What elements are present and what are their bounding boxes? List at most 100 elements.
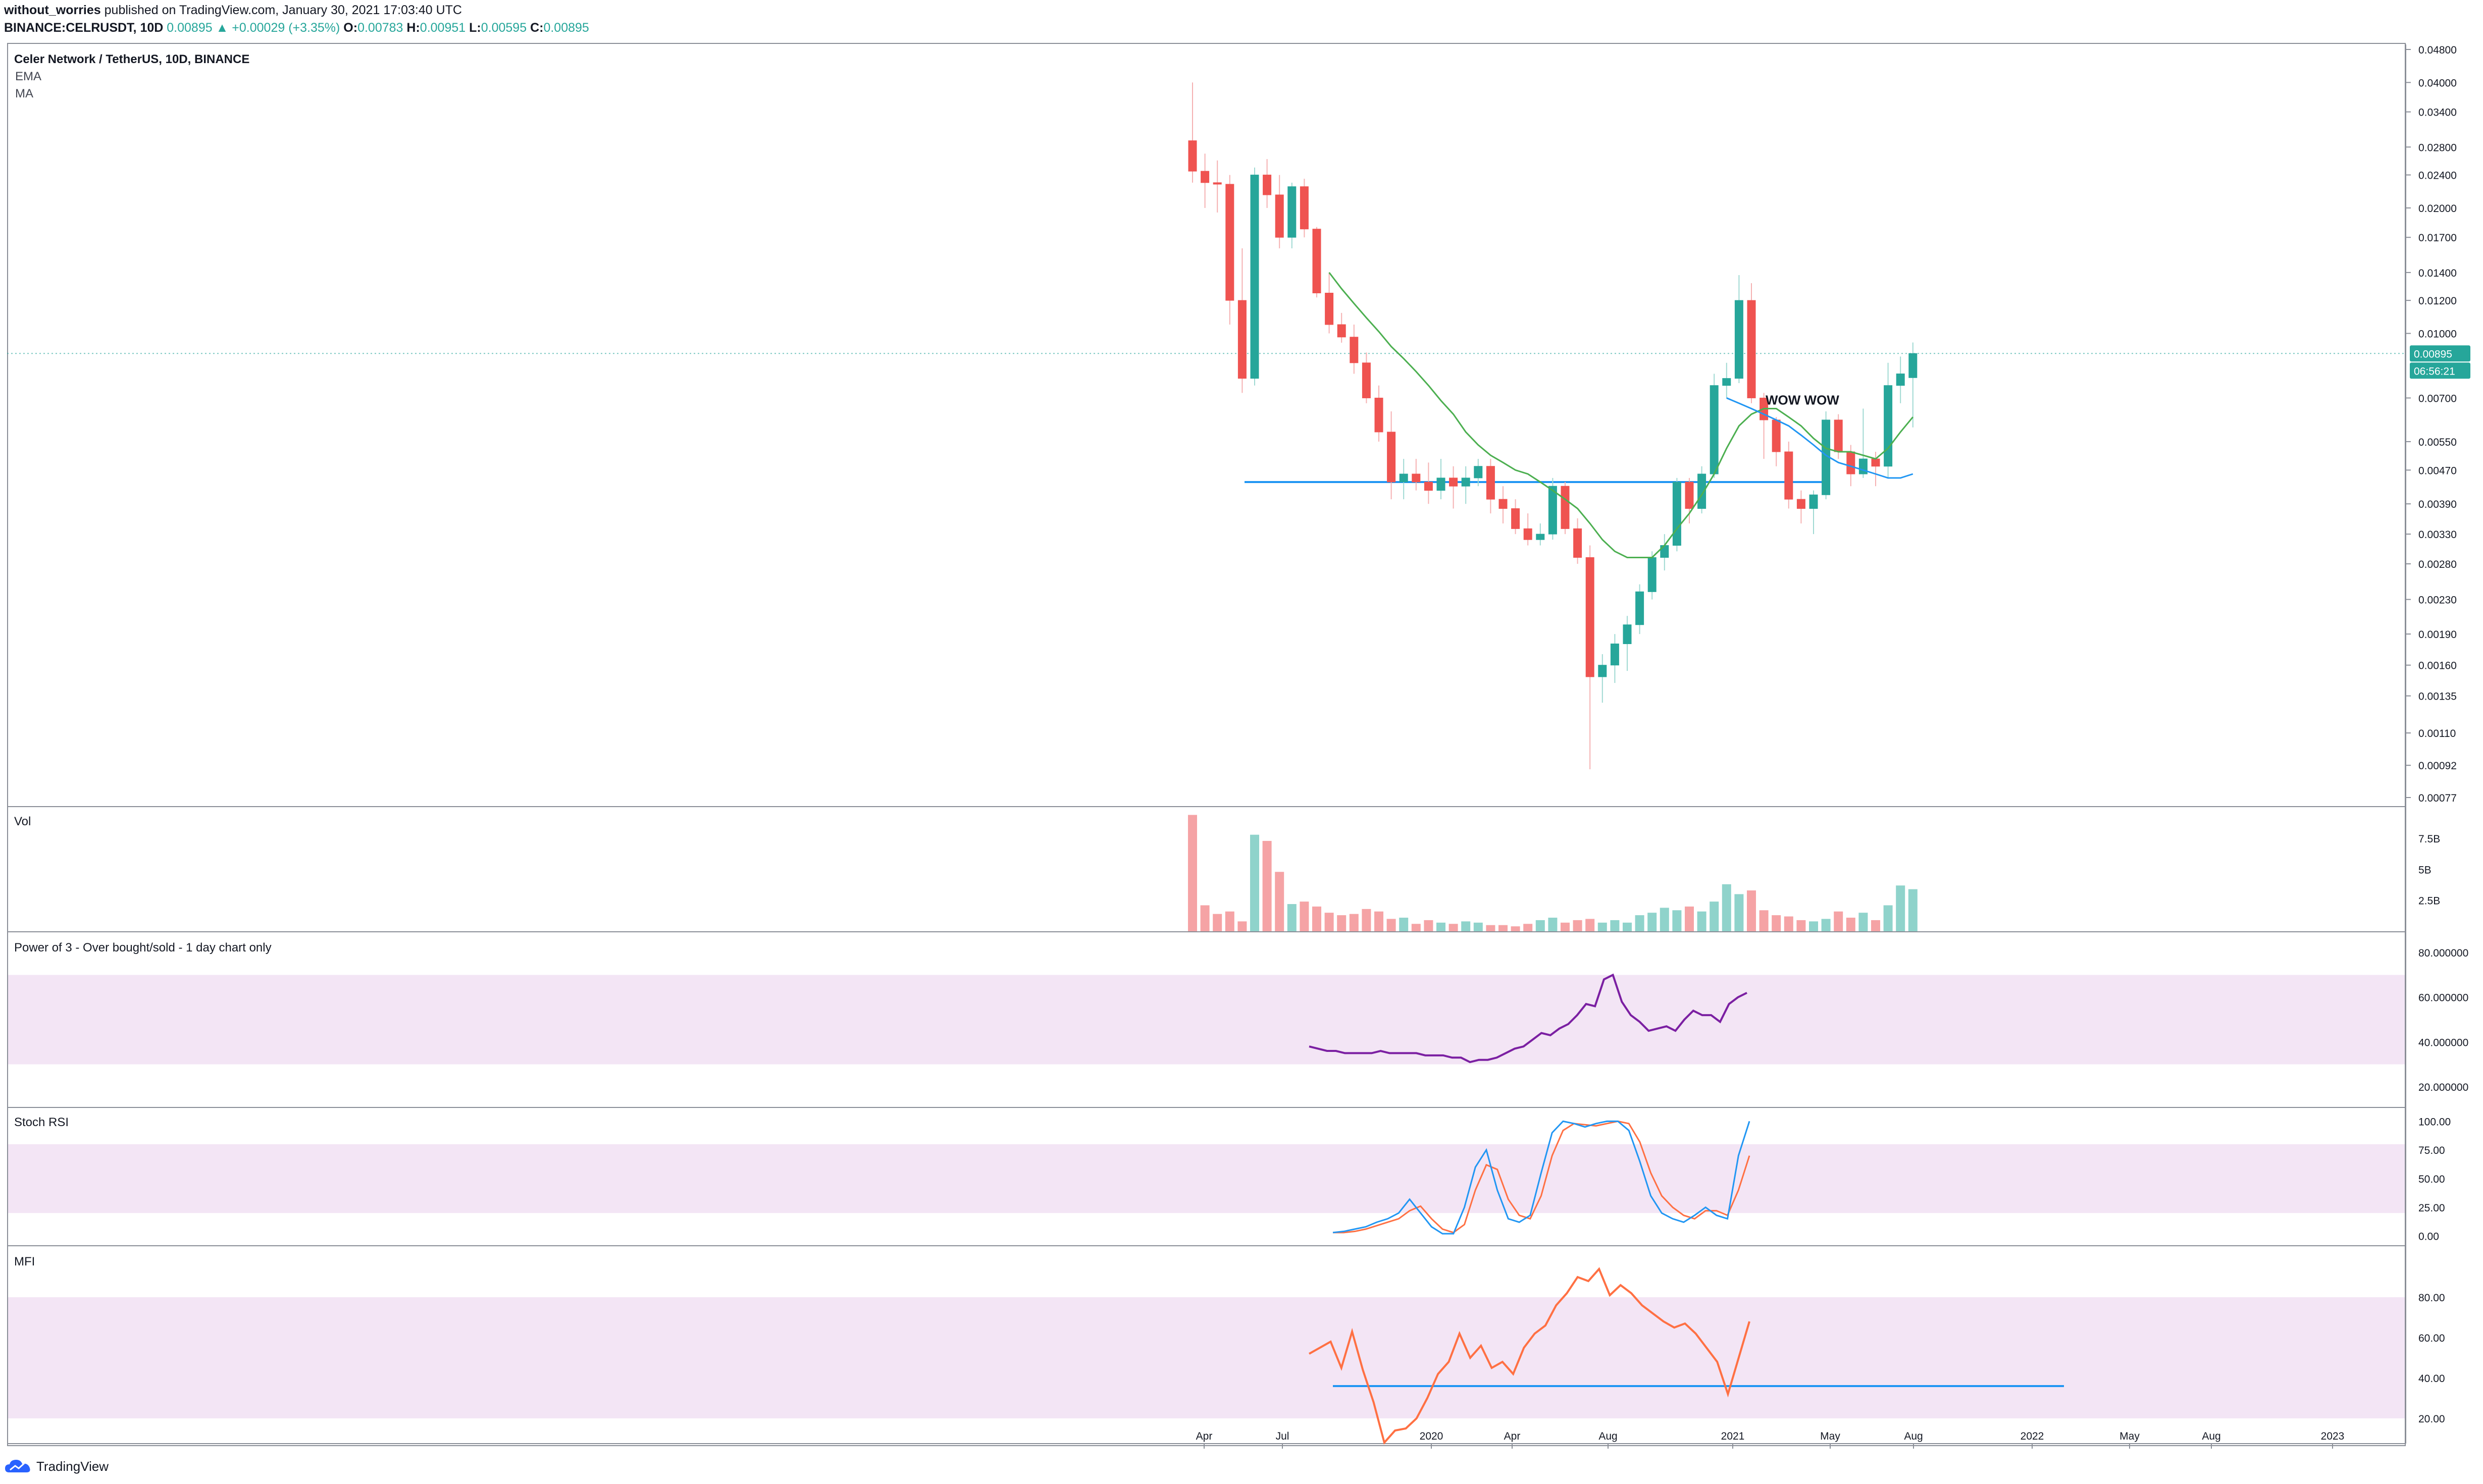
mfi-pane-title[interactable]: MFI [14, 1255, 35, 1268]
brand-name: TradingView [36, 1458, 109, 1474]
volume-bar [1623, 922, 1632, 931]
candle-body [1523, 528, 1532, 540]
volume-bar [1573, 920, 1582, 931]
candle-body [1672, 482, 1681, 546]
price-tick-label: 0.00190 [2418, 629, 2457, 641]
volume-bar [1796, 920, 1806, 931]
volume-bar [1710, 902, 1719, 931]
candle-body [1908, 353, 1918, 378]
volume-bar [1399, 918, 1409, 931]
time-tick-label: Apr [1196, 1430, 1213, 1442]
candle-body [1225, 184, 1234, 301]
price-tick-label: 0.00550 [2418, 437, 2457, 448]
mfi-tick-label: 40.00 [2418, 1373, 2445, 1385]
cloud-logo-icon [5, 1460, 30, 1472]
candle-body [1734, 300, 1743, 379]
price-tick-label: 0.00160 [2418, 660, 2457, 672]
mfi-tick-label: 80.00 [2418, 1292, 2445, 1304]
volume-bar [1287, 904, 1297, 931]
volume-bar [1809, 921, 1818, 931]
high-label: H: [406, 21, 420, 35]
candle-body [1275, 194, 1284, 238]
volume-bar [1585, 919, 1595, 931]
candle-body [1474, 466, 1483, 479]
volume-bar [1821, 919, 1831, 931]
volume-bar [1896, 885, 1905, 931]
candle-body [1350, 337, 1359, 363]
volume-bar [1858, 913, 1868, 931]
close-label: C: [530, 21, 544, 35]
candle-body [1710, 385, 1719, 474]
volume-bar [1647, 913, 1657, 931]
time-tick-label: 2021 [1721, 1430, 1745, 1442]
volume-bar [1237, 921, 1247, 931]
candle-body [1486, 466, 1495, 500]
mfi-band [8, 1297, 2405, 1418]
volume-bar [1759, 910, 1769, 931]
volume-bar [1250, 834, 1259, 931]
volume-bar [1610, 920, 1620, 931]
price-tick-label: 0.00135 [2418, 691, 2457, 703]
power3-tick-label: 20.000000 [2418, 1082, 2468, 1093]
candle-body [1325, 293, 1334, 325]
stoch-pane-title[interactable]: Stoch RSI [14, 1116, 69, 1129]
time-tick-label: Jul [1276, 1430, 1289, 1442]
volume-bar [1188, 815, 1197, 931]
volume-bar [1374, 911, 1383, 931]
candle-body [1312, 229, 1321, 294]
time-tick-label: Aug [1904, 1430, 1923, 1442]
time-tick-label: May [1820, 1430, 1840, 1442]
candle-body [1337, 324, 1346, 338]
ema-indicator-label[interactable]: EMA [15, 70, 42, 83]
candle-body [1237, 300, 1247, 379]
stoch-tick-label: 75.00 [2418, 1145, 2445, 1156]
volume-bar [1772, 915, 1781, 931]
candle-body [1300, 186, 1309, 230]
tradingview-logo[interactable]: TradingView [4, 1456, 109, 1476]
volume-bar [1535, 920, 1545, 931]
ma-indicator-label[interactable]: MA [15, 87, 33, 100]
author-name[interactable]: without_worries [4, 3, 101, 17]
volume-bar [1834, 911, 1843, 931]
volume-bar [1312, 906, 1321, 931]
candle-body [1598, 665, 1607, 677]
stoch-d-line [1333, 1120, 1750, 1234]
volume-bar [1424, 920, 1433, 931]
volume-bar [1784, 916, 1793, 931]
candle-body [1287, 186, 1297, 238]
volume-bar [1660, 908, 1669, 931]
volume-pane-title[interactable]: Vol [14, 815, 31, 828]
candle-body [1623, 624, 1632, 644]
mfi-tick-label: 20.00 [2418, 1413, 2445, 1425]
volume-tick-label: 7.5B [2418, 833, 2440, 845]
power3-pane-title[interactable]: Power of 3 - Over bought/sold - 1 day ch… [14, 941, 272, 955]
price-tick-label: 0.01000 [2418, 329, 2457, 340]
candle-body [1573, 528, 1582, 558]
candle-body [1387, 432, 1396, 483]
time-tick-label: 2023 [2321, 1430, 2345, 1442]
candle-body [1250, 175, 1259, 379]
stoch-tick-label: 25.00 [2418, 1202, 2445, 1214]
published-text: published on TradingView.com, January 30… [104, 3, 462, 17]
stoch-tick-label: 0.00 [2418, 1231, 2439, 1243]
candle-body [1362, 362, 1371, 398]
volume-bar [1548, 918, 1558, 931]
volume-bar [1722, 884, 1731, 931]
stoch-tick-label: 100.00 [2418, 1116, 2451, 1128]
volume-bar [1225, 911, 1234, 931]
price-tick-label: 0.01200 [2418, 295, 2457, 307]
low-label: L: [469, 21, 481, 35]
candle-body [1412, 473, 1421, 483]
price-tick-label: 0.02400 [2418, 170, 2457, 182]
volume-bar [1200, 905, 1210, 931]
volume-bar [1672, 910, 1682, 931]
price-tick-label: 0.00092 [2418, 760, 2457, 772]
candle-body [1784, 451, 1793, 500]
candle-body [1747, 300, 1756, 398]
power3-band [8, 975, 2405, 1065]
price-tag-box [2410, 345, 2470, 362]
volume-bar [1871, 920, 1880, 931]
volume-bar [1436, 922, 1445, 931]
volume-bar [1473, 922, 1483, 931]
